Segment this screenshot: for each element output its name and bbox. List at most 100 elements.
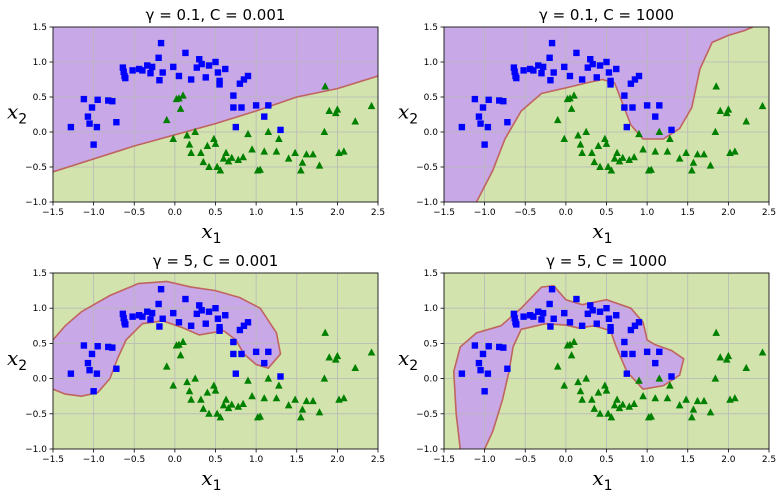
class1-point bbox=[309, 396, 317, 405]
class0-point bbox=[113, 365, 120, 372]
class0-point bbox=[656, 348, 663, 356]
class0-point bbox=[621, 92, 628, 99]
class1-point bbox=[256, 412, 264, 420]
class0-point bbox=[475, 113, 483, 120]
class0-point bbox=[214, 315, 222, 322]
class0-point bbox=[496, 97, 503, 104]
class0-point bbox=[539, 63, 547, 71]
class1-point bbox=[716, 353, 725, 361]
class0-point bbox=[159, 315, 166, 322]
class1-point bbox=[340, 394, 348, 402]
class0-point bbox=[193, 64, 201, 71]
class0-point bbox=[196, 56, 203, 63]
class1-point bbox=[302, 150, 311, 158]
class1-point bbox=[234, 155, 243, 163]
class1-point bbox=[219, 401, 228, 409]
subplot-1: −1.5 −1.0 −0.5 0.0 0.5 1.0 1.5 2.0 2.5−1.0−0.50.… bbox=[7, 6, 385, 247]
class1-point bbox=[607, 166, 616, 174]
class0-point bbox=[93, 370, 101, 377]
class1-point bbox=[693, 396, 702, 405]
class0-point bbox=[105, 343, 112, 351]
y-tick-label: 0.5 bbox=[424, 339, 438, 349]
class1-point bbox=[758, 101, 767, 110]
class0-point bbox=[627, 80, 635, 87]
class0-point bbox=[144, 308, 151, 315]
class1-point bbox=[604, 409, 612, 417]
x-tick-label: 0.0 bbox=[168, 455, 183, 465]
class1-point bbox=[610, 401, 619, 409]
class1-point bbox=[367, 101, 376, 110]
class0-point bbox=[230, 104, 237, 111]
class1-point bbox=[613, 395, 621, 403]
class0-point bbox=[481, 388, 488, 395]
class1-point bbox=[601, 134, 609, 142]
class1-point bbox=[211, 139, 220, 147]
class0-point bbox=[113, 119, 120, 126]
subplot-title: γ = 0.1, C = 1000 bbox=[539, 6, 674, 24]
class1-point bbox=[716, 106, 725, 114]
class1-point bbox=[596, 409, 604, 417]
class0-point bbox=[80, 95, 88, 103]
class0-point bbox=[550, 69, 557, 76]
class1-point bbox=[578, 395, 586, 403]
class1-point bbox=[197, 148, 205, 156]
class1-point bbox=[596, 162, 604, 170]
x-tick-label: −1.0 bbox=[83, 208, 105, 218]
class0-point bbox=[530, 67, 537, 74]
class0-point bbox=[265, 102, 272, 109]
class1-point bbox=[613, 148, 621, 156]
class0-point bbox=[240, 322, 248, 329]
class1-point bbox=[309, 150, 317, 158]
y-tick-label: 1.0 bbox=[424, 58, 439, 68]
y-tick-label: −1.0 bbox=[25, 445, 47, 455]
class0-point bbox=[627, 326, 635, 334]
class0-point bbox=[479, 350, 487, 358]
class1-point bbox=[630, 153, 638, 161]
x-tick-label: −1.5 bbox=[42, 455, 64, 465]
class1-point bbox=[712, 82, 720, 90]
class0-point bbox=[175, 72, 183, 80]
class1-point bbox=[297, 166, 305, 174]
class0-point bbox=[148, 63, 156, 71]
class0-point bbox=[216, 81, 223, 88]
class1-point bbox=[199, 404, 208, 412]
class1-point bbox=[731, 147, 739, 155]
x-tick-label: −1.0 bbox=[83, 455, 105, 465]
class1-point bbox=[689, 158, 698, 166]
class0-point bbox=[546, 300, 553, 308]
class0-point bbox=[629, 104, 636, 111]
class0-point bbox=[202, 320, 209, 327]
class0-point bbox=[520, 67, 527, 74]
class0-point bbox=[232, 123, 240, 131]
x-axis-label: x1 bbox=[592, 466, 612, 494]
class0-point bbox=[238, 350, 245, 358]
class0-point bbox=[157, 285, 165, 293]
class0-point bbox=[520, 313, 527, 320]
y-tick-label: 0.5 bbox=[33, 93, 47, 103]
class0-point bbox=[94, 96, 101, 103]
class1-point bbox=[162, 115, 171, 124]
class0-point bbox=[232, 370, 240, 377]
class0-point bbox=[135, 65, 143, 73]
x-tick-label: 2.5 bbox=[762, 208, 776, 218]
class1-point bbox=[162, 362, 171, 370]
purple-region bbox=[53, 281, 281, 397]
class1-point bbox=[333, 105, 342, 113]
class0-point bbox=[252, 348, 260, 356]
class1-point bbox=[590, 404, 599, 412]
class0-point bbox=[573, 49, 580, 57]
class1-point bbox=[578, 148, 586, 156]
class0-point bbox=[86, 366, 93, 374]
class0-point bbox=[584, 310, 592, 318]
class0-point bbox=[621, 350, 628, 358]
class1-point bbox=[187, 148, 195, 156]
class0-point bbox=[573, 295, 580, 303]
class0-point bbox=[621, 338, 628, 346]
class1-point bbox=[325, 353, 334, 361]
class0-point bbox=[635, 319, 643, 326]
y-tick-label: −1.0 bbox=[416, 445, 438, 455]
class1-point bbox=[724, 105, 733, 113]
class0-point bbox=[214, 69, 222, 76]
class1-point bbox=[618, 153, 627, 161]
